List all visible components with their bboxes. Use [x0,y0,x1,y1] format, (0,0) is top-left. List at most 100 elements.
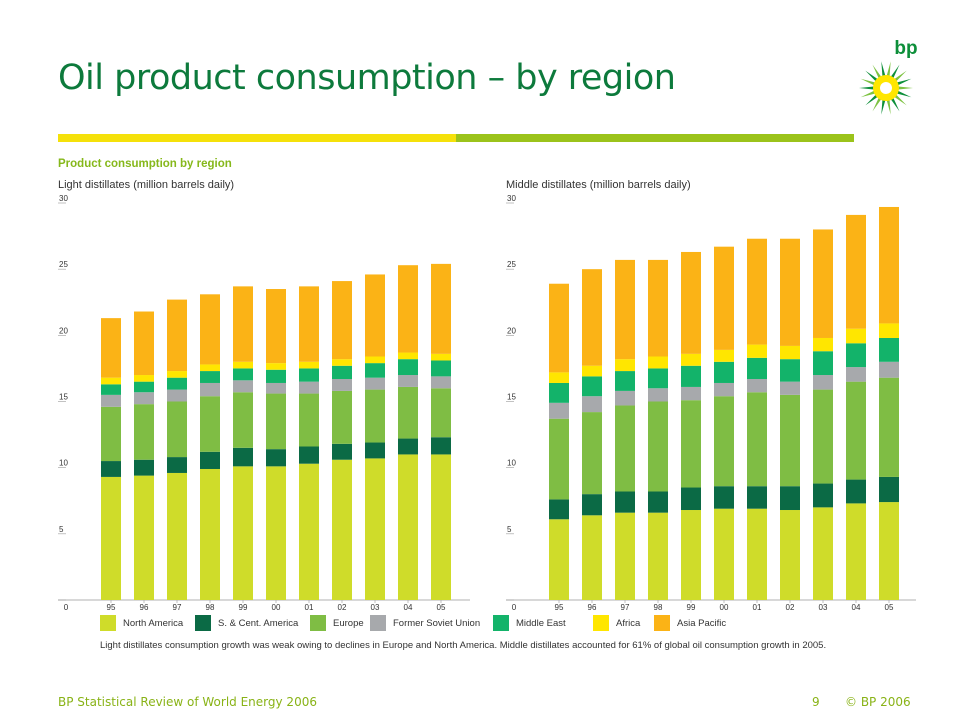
bar-segment [299,368,319,382]
bar-segment [813,483,833,508]
legend-item: Former Soviet Union [370,615,480,631]
bar-segment [200,371,220,383]
bar-segment [747,344,767,358]
x-tick-label: 03 [371,603,380,612]
bar-segment [879,502,899,600]
bar-segment [615,359,635,372]
x-tick-label: 02 [338,603,347,612]
bar-segment [813,389,833,484]
bar-segment [266,466,286,600]
bar-segment [431,388,451,438]
slide-title: Oil product consumption – by region [58,58,676,98]
legend-item: Africa [593,615,640,631]
bar-segment [681,400,701,488]
bar-segment [398,265,418,353]
bar-segment [780,510,800,600]
bar-segment [747,486,767,509]
bar-segment [747,379,767,393]
bar-segment [431,360,451,377]
bar-segment [615,405,635,492]
x-tick-label: 99 [687,603,696,612]
x-tick-label: 04 [404,603,413,612]
bar-segment [365,442,385,459]
bar-segment [332,459,352,600]
bar-segment [582,412,602,495]
bar-segment [101,318,121,378]
bar-segment [134,459,154,476]
bar-segment [615,371,635,391]
bar-segment [299,381,319,394]
y-tick-label: 20 [59,326,68,335]
bar-segment [846,214,866,329]
x-tick-label: 97 [173,603,182,612]
legend-swatch [493,615,509,631]
y-tick-label: 25 [507,260,516,269]
bar-segment [233,368,253,381]
bar-segment [714,508,734,600]
legend-item: Asia Pacific [654,615,726,631]
bar-segment [714,382,734,397]
bar-segment [398,359,418,376]
bar-segment [266,363,286,370]
bar-segment [681,510,701,600]
chart-title-middle-distillates: Middle distillates (million barrels dail… [506,179,691,191]
page-number: 9 [812,695,820,709]
bar-segment [747,238,767,345]
bar-segment [846,343,866,368]
bar-segment [714,361,734,383]
chart-title-light-distillates: Light distillates (million barrels daily… [58,179,235,191]
bar-segment [167,371,187,378]
legend-swatch [100,615,116,631]
bar-segment [134,381,154,393]
legend-swatch [195,615,211,631]
legend-swatch [654,615,670,631]
x-tick-label: 01 [305,603,314,612]
bar-segment [615,512,635,600]
bar-segment [233,447,253,467]
y-tick-label: 15 [59,393,68,402]
bar-segment [813,351,833,376]
bar-segment [714,349,734,362]
bar-segment [780,381,800,395]
bar-segment [846,328,866,344]
bar-segment [365,274,385,357]
bar-segment [167,457,187,473]
legend-label: Asia Pacific [677,617,727,629]
legend-item: S. & Cent. America [195,615,298,631]
x-tick-label: 03 [819,603,828,612]
bar-segment [549,283,569,373]
bar-segment [101,377,121,385]
legend-label: Middle East [516,617,566,629]
bar-segment [582,269,602,366]
y-tick-label: 10 [59,459,68,468]
bar-segment [714,486,734,509]
bar-segment [398,386,418,439]
y-tick-label: 30 [59,194,68,203]
bar-segment [299,446,319,464]
bar-segment [582,376,602,397]
bar-segment [266,289,286,364]
bar-segment [101,384,121,395]
bar-segment [299,286,319,362]
bar-segment [681,353,701,366]
bar-segment [431,437,451,455]
y-tick-label: 0 [64,603,69,612]
bar-segment [134,404,154,460]
title-rule-yellow [58,134,456,142]
legend-label: Africa [616,617,641,629]
bar-segment [101,406,121,462]
bar-segment [648,368,668,389]
x-tick-label: 95 [555,603,564,612]
bar-segment [813,229,833,338]
bar-segment [167,299,187,372]
bar-segment [780,345,800,360]
bar-segment [648,512,668,600]
bar-segment [813,375,833,390]
bar-segment [365,458,385,600]
bar-segment [813,507,833,600]
bar-segment [846,367,866,382]
bar-segment [714,396,734,487]
y-tick-label: 20 [507,326,516,335]
bar-segment [879,476,899,503]
